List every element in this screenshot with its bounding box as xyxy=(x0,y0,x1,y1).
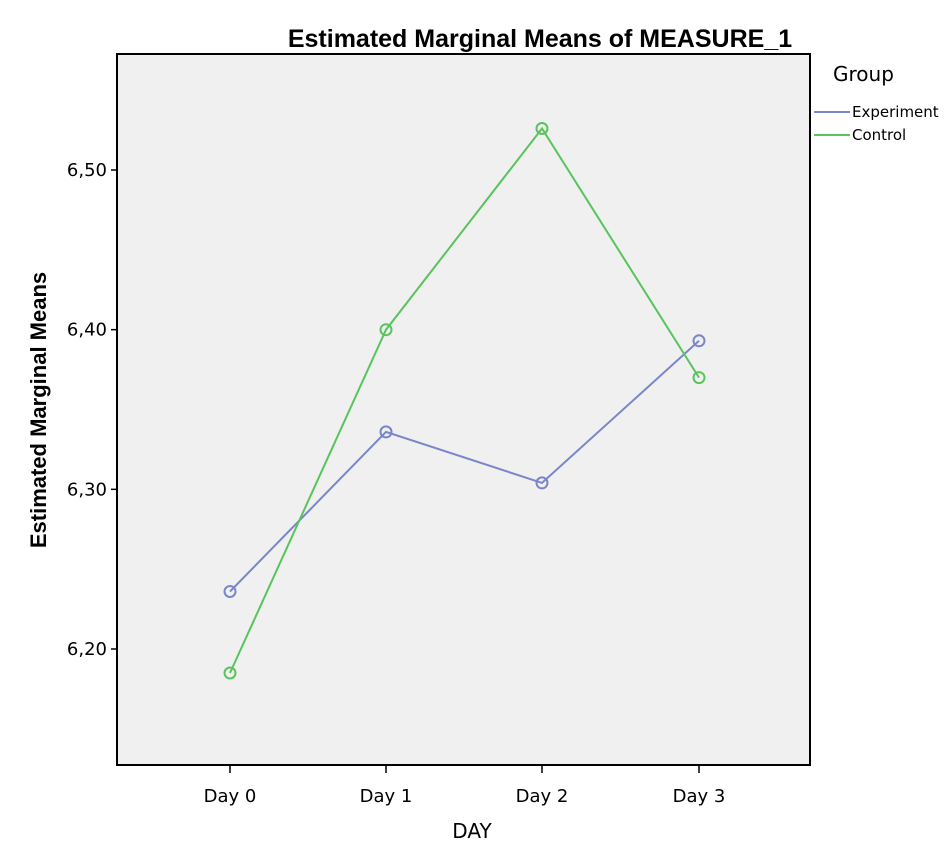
data-point-experiment xyxy=(379,425,393,439)
x-tick-label: Day 2 xyxy=(516,786,569,807)
y-tick-label: 6,20 xyxy=(67,639,107,660)
series-layer xyxy=(223,122,706,680)
x-axis: Day 0 Day 1 Day 2 Day 3 xyxy=(204,765,726,807)
data-point-experiment xyxy=(692,334,706,348)
data-point-control xyxy=(535,122,549,135)
legend-label: Control xyxy=(852,126,906,144)
legend: Group Experiment Control xyxy=(814,62,939,144)
chart-title: Estimated Marginal Means of MEASURE_1 xyxy=(288,25,792,53)
x-axis-label: DAY xyxy=(452,819,492,843)
x-tick-label: Day 3 xyxy=(673,786,726,807)
data-point-experiment xyxy=(535,476,549,490)
data-point-control xyxy=(223,666,237,680)
x-tick-label: Day 0 xyxy=(204,786,257,807)
legend-item-control: Control xyxy=(814,126,906,144)
data-point-control xyxy=(692,371,706,385)
series-line-experiment xyxy=(229,340,700,593)
plot-area xyxy=(116,53,811,766)
y-axis: 6,20 6,30 6,40 6,50 xyxy=(67,160,117,660)
series-experiment xyxy=(223,334,706,598)
series-control xyxy=(223,122,706,680)
legend-label: Experiment xyxy=(852,103,939,121)
y-tick-label: 6,30 xyxy=(67,479,107,500)
y-axis-label: Estimated Marginal Means xyxy=(26,272,51,548)
legend-title: Group xyxy=(833,62,894,86)
legend-item-experiment: Experiment xyxy=(814,103,939,121)
y-tick-label: 6,40 xyxy=(67,320,107,341)
y-tick-label: 6,50 xyxy=(67,160,107,181)
series-line-control xyxy=(229,126,700,674)
x-tick-label: Day 1 xyxy=(360,786,413,807)
data-point-experiment xyxy=(223,585,237,598)
data-point-control xyxy=(379,323,393,337)
